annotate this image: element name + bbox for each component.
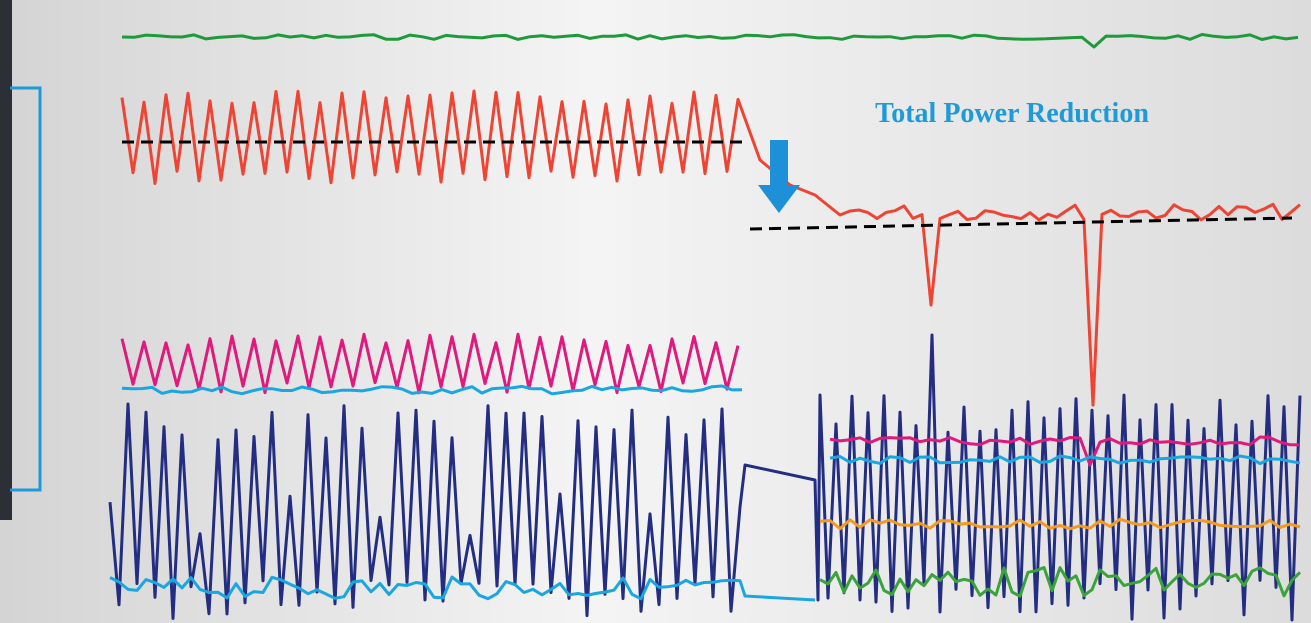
cyan-trace-bottom	[109, 575, 816, 602]
magenta-trace-left	[120, 332, 740, 395]
annotation: Total Power Reduction	[875, 98, 1149, 129]
cyan-trace-left	[121, 384, 743, 396]
bracket	[10, 86, 42, 492]
magenta-trace-right	[829, 435, 1301, 467]
left-photo-strip	[0, 0, 12, 520]
green-trace-right	[819, 566, 1302, 598]
trace-lines	[108, 33, 1302, 622]
navy-trace	[108, 333, 1302, 622]
baseline-after	[749, 216, 1293, 231]
red-trace	[120, 89, 1301, 407]
cyan-trace-right	[829, 454, 1301, 466]
orange-trace-right	[819, 517, 1301, 531]
reduction-arrow	[758, 140, 800, 213]
green-trace-top	[121, 33, 1299, 49]
